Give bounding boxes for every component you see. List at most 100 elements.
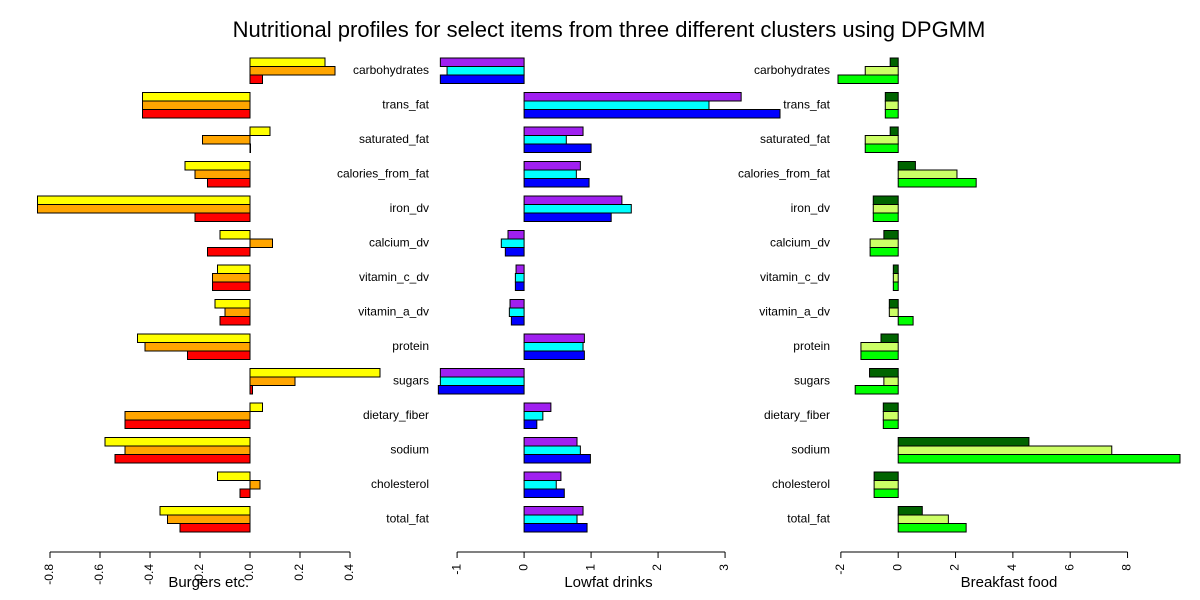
x-tick-label: 2	[650, 564, 664, 571]
category-label: sugars	[794, 373, 830, 387]
bar	[523, 204, 632, 214]
bar	[446, 66, 525, 76]
category-label: protein	[392, 339, 429, 353]
bar	[510, 316, 525, 326]
bar	[249, 66, 336, 76]
bar	[217, 471, 251, 481]
bar	[523, 411, 544, 421]
bar	[523, 109, 781, 119]
category-label: dietary_fiber	[764, 408, 830, 422]
bar	[439, 368, 525, 378]
bar	[159, 506, 251, 516]
bar	[523, 143, 592, 153]
category-label: vitamin_c_dv	[760, 270, 830, 284]
bar	[509, 299, 525, 309]
bar	[439, 376, 525, 386]
category-label: sodium	[390, 442, 429, 456]
category-label: total_fat	[386, 511, 429, 525]
x-axis-label: Breakfast food	[961, 574, 1058, 591]
bar	[144, 342, 251, 352]
bar	[437, 385, 525, 395]
bar	[249, 143, 251, 153]
bar	[37, 204, 251, 214]
bar	[873, 471, 899, 481]
x-tick-label: 0.2	[292, 564, 306, 581]
bar	[179, 523, 251, 533]
bar	[212, 281, 251, 291]
category-label: total_fat	[787, 511, 830, 525]
bar	[864, 66, 899, 76]
bar	[523, 402, 552, 412]
bar	[892, 273, 899, 283]
bar	[880, 333, 899, 343]
bar	[523, 480, 557, 490]
category-label: iron_dv	[791, 201, 830, 215]
category-label: calcium_dv	[770, 235, 830, 249]
bar	[892, 264, 899, 274]
bar	[523, 100, 710, 110]
bar	[212, 273, 251, 283]
bar	[194, 212, 251, 222]
bar	[884, 92, 899, 102]
category-label: carbohydrates	[754, 63, 830, 77]
bar	[249, 402, 263, 412]
bar	[869, 238, 899, 248]
bar	[523, 342, 584, 352]
bar	[897, 161, 916, 171]
bar	[37, 195, 251, 205]
bar	[523, 333, 585, 343]
bar	[882, 411, 899, 421]
bar	[523, 161, 581, 171]
bar	[124, 411, 251, 421]
bar	[202, 135, 251, 145]
bar	[860, 350, 899, 360]
bar	[523, 135, 567, 145]
bar	[184, 161, 251, 171]
x-tick-label: -0.6	[92, 564, 106, 585]
category-label: vitamin_a_dv	[759, 304, 830, 318]
bar	[860, 342, 899, 352]
bar	[884, 109, 899, 119]
chart-title: Nutritional profiles for select items fr…	[233, 17, 986, 42]
category-label: cholesterol	[371, 477, 429, 491]
bar	[897, 437, 1030, 447]
x-tick-label: 8	[1120, 564, 1134, 571]
bar	[523, 419, 538, 429]
bar	[889, 126, 899, 136]
bar	[504, 247, 525, 257]
bar	[114, 454, 251, 464]
x-axis-label: Lowfat drinks	[564, 574, 652, 591]
bar	[214, 299, 251, 309]
category-label: calcium_dv	[369, 235, 429, 249]
bar	[523, 454, 591, 464]
bar	[142, 92, 251, 102]
bar	[523, 126, 584, 136]
x-tick-label: 0.0	[242, 564, 256, 581]
category-label: calories_from_fat	[738, 166, 831, 180]
bar	[873, 488, 899, 498]
category-label: carbohydrates	[353, 63, 429, 77]
bar	[124, 419, 251, 429]
bar	[897, 316, 914, 326]
bar	[888, 307, 899, 317]
bar	[508, 307, 525, 317]
category-label: trans_fat	[783, 97, 830, 111]
bar	[104, 437, 251, 447]
bar	[187, 350, 251, 360]
bar	[873, 480, 899, 490]
bar	[892, 281, 899, 291]
bar	[249, 385, 253, 395]
category-label: iron_dv	[390, 201, 429, 215]
bar	[239, 488, 251, 498]
bar	[439, 57, 525, 67]
x-tick-label: 0.4	[342, 564, 356, 581]
x-tick-label: 6	[1062, 564, 1076, 571]
x-tick-label: 3	[717, 564, 731, 571]
bar	[897, 454, 1181, 464]
bar	[523, 471, 562, 481]
bar	[888, 299, 899, 309]
bar	[249, 480, 261, 490]
category-label: vitamin_c_dv	[359, 270, 429, 284]
bar	[869, 368, 899, 378]
